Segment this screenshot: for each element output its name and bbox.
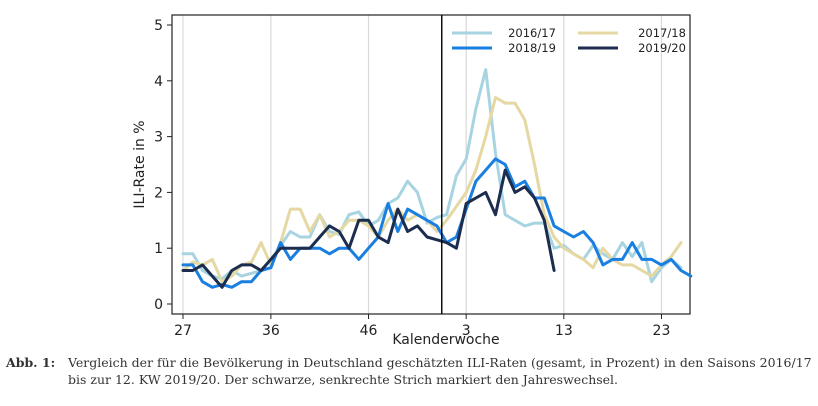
legend-label: 2016/17 bbox=[508, 26, 556, 40]
vertical-gridlines bbox=[182, 15, 663, 314]
y-tick-label: 4 bbox=[154, 74, 163, 90]
figure-caption: Abb. 1: Vergleich der für die Bevölkerun… bbox=[6, 354, 812, 388]
y-tick-label: 1 bbox=[154, 241, 163, 257]
x-tick-label: 46 bbox=[360, 323, 378, 339]
y-tick-label: 0 bbox=[154, 297, 163, 313]
y-axis: 0 1 2 3 4 5 bbox=[154, 18, 172, 313]
series-line-2017-18 bbox=[181, 96, 683, 284]
x-tick-label: 27 bbox=[174, 323, 192, 339]
y-tick-label: 5 bbox=[154, 18, 163, 34]
legend-label: 2017/18 bbox=[638, 26, 686, 40]
x-tick-label: 36 bbox=[262, 323, 280, 339]
legend-label: 2018/19 bbox=[508, 41, 556, 55]
y-tick-label: 3 bbox=[154, 130, 163, 146]
series-lines bbox=[181, 68, 693, 289]
legend-item-2017-18: 2017/18 bbox=[578, 26, 686, 40]
plot-frame bbox=[171, 14, 691, 315]
caption-label: Abb. 1: bbox=[6, 355, 56, 370]
legend-label: 2019/20 bbox=[638, 41, 686, 55]
y-axis-title: ILI-Rate in % bbox=[132, 120, 148, 208]
x-tick-label: 13 bbox=[555, 323, 573, 339]
legend-item-2016-17: 2016/17 bbox=[452, 26, 556, 40]
caption-label-wrap: Abb. 1: bbox=[6, 354, 66, 371]
x-tick-label: 3 bbox=[462, 323, 471, 339]
y-tick-label: 2 bbox=[154, 185, 163, 201]
x-axis-title: Kalenderwoche bbox=[392, 332, 499, 348]
legend-item-2018-19: 2018/19 bbox=[452, 41, 556, 55]
series-line-2019-20 bbox=[181, 168, 556, 289]
caption-text: Vergleich der für die Bevölkerung in Deu… bbox=[68, 355, 812, 387]
x-axis: 27 36 46 3 13 23 bbox=[174, 314, 670, 339]
legend-item-2019-20: 2019/20 bbox=[578, 41, 686, 55]
legend: 2016/17 2017/18 2018/19 2019/20 bbox=[452, 26, 686, 55]
x-tick-label: 23 bbox=[653, 323, 671, 339]
series-line-2018-19 bbox=[181, 157, 693, 289]
